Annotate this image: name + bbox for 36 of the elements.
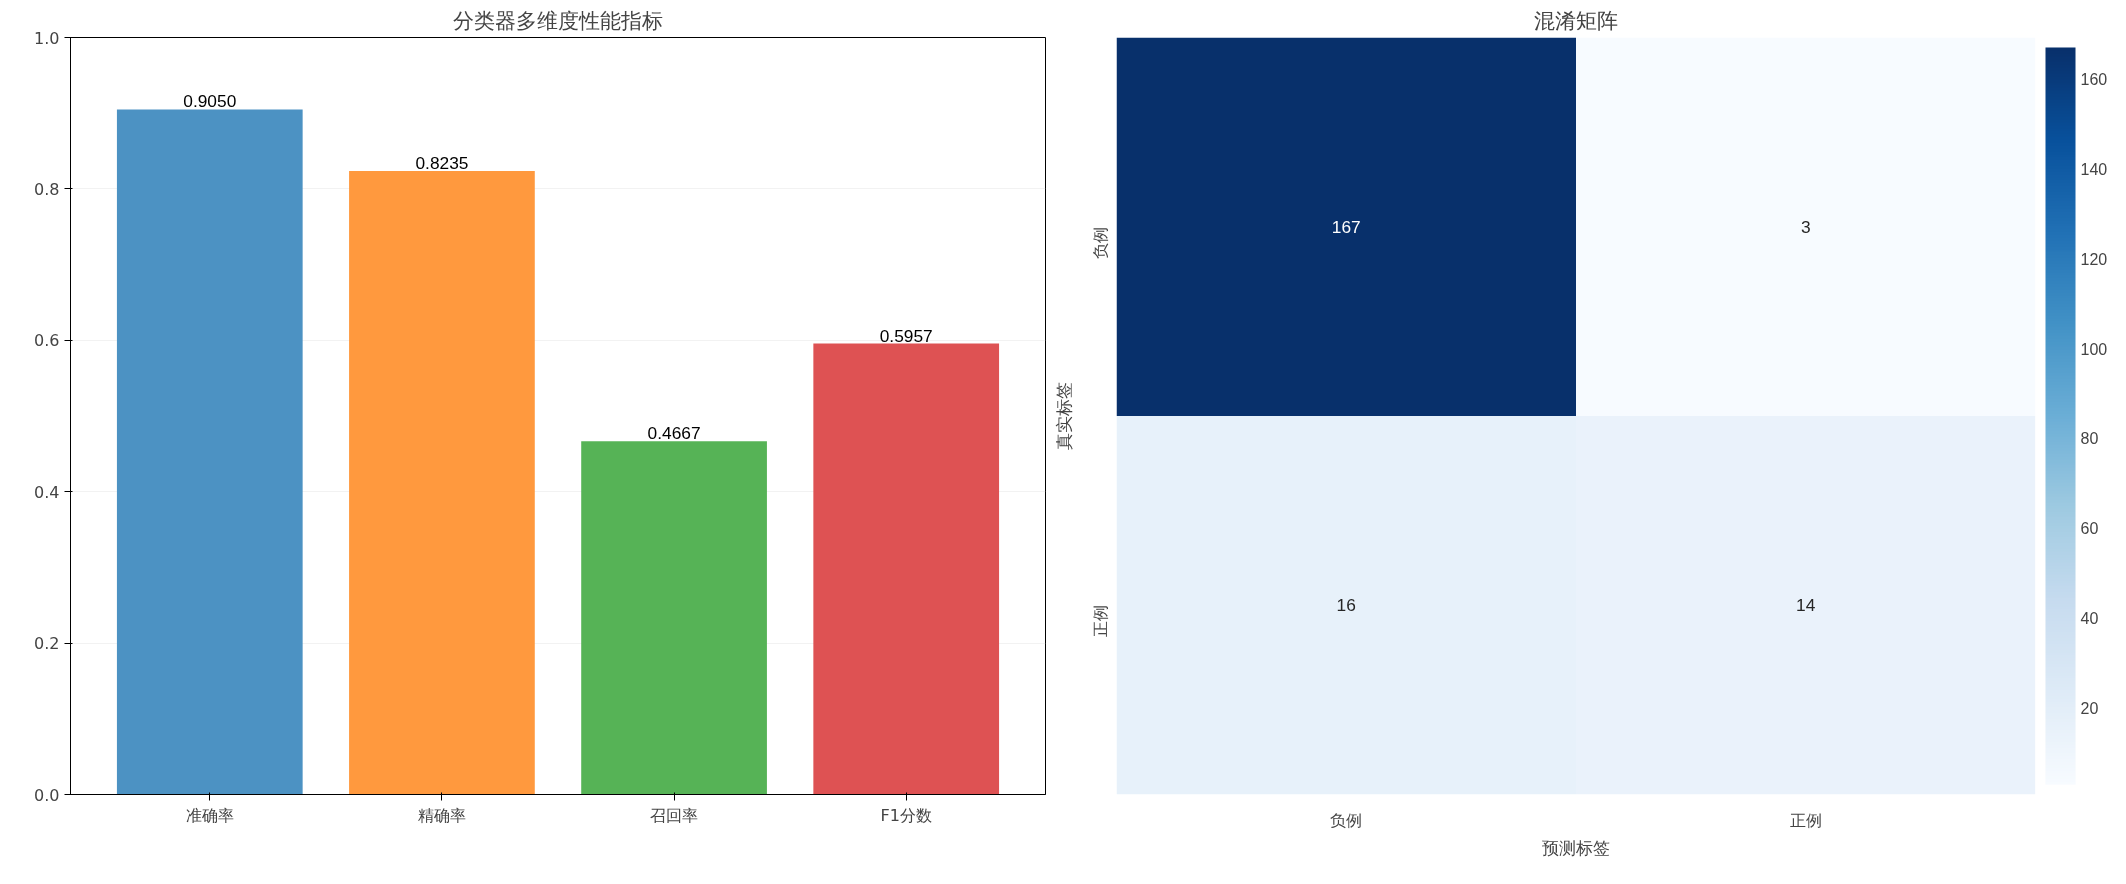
color-bar-label: 160 (2080, 70, 2108, 88)
data-label: 0.8235 (415, 153, 469, 174)
bar (813, 343, 1000, 795)
data-label: 3 (1800, 216, 1811, 237)
color-bar-label: 60 (2080, 520, 2099, 538)
y-tick-label: 0.4 (34, 482, 60, 502)
color-bar-label: 80 (2080, 430, 2099, 448)
color-bar-label: 40 (2080, 610, 2099, 628)
y-tick-label: 0.6 (34, 331, 60, 351)
color-bar-label: 140 (2080, 160, 2108, 178)
x-axis-title: 预测标签 (1542, 837, 1610, 858)
data-label: 167 (1331, 216, 1361, 237)
bar (116, 109, 303, 795)
bar (581, 441, 767, 795)
color-bar-label: 100 (2080, 340, 2108, 358)
x-tick-label: 召回率 (650, 805, 699, 825)
color-bar-label: 20 (2080, 700, 2099, 718)
chart-title: 混淆矩阵 (1534, 7, 1618, 33)
chart-title: 分类器多维度性能指标 (453, 7, 663, 33)
x-tick-label: 精确率 (417, 805, 466, 825)
data-label: 0.9050 (183, 91, 237, 112)
x-tick-label: 准确率 (185, 805, 234, 825)
data-label: 14 (1796, 595, 1816, 616)
data-label: 0.4667 (647, 423, 701, 444)
bar (349, 171, 535, 795)
data-label: 16 (1336, 595, 1356, 616)
y-tick-label: 1.0 (34, 28, 60, 48)
y-tick-label: 0.2 (34, 634, 60, 654)
x-tick-label: F1分数 (880, 805, 932, 825)
x-tick-label: 负例 (1330, 810, 1363, 830)
y-axis-title: 真实标签 (1053, 382, 1074, 450)
color-bar-label: 120 (2080, 250, 2108, 268)
x-tick-label: 正例 (1789, 810, 1822, 830)
y-tick-label: 0.0 (34, 785, 60, 805)
data-label: 0.5957 (879, 325, 933, 346)
y-tick-label: 0.8 (34, 179, 60, 199)
